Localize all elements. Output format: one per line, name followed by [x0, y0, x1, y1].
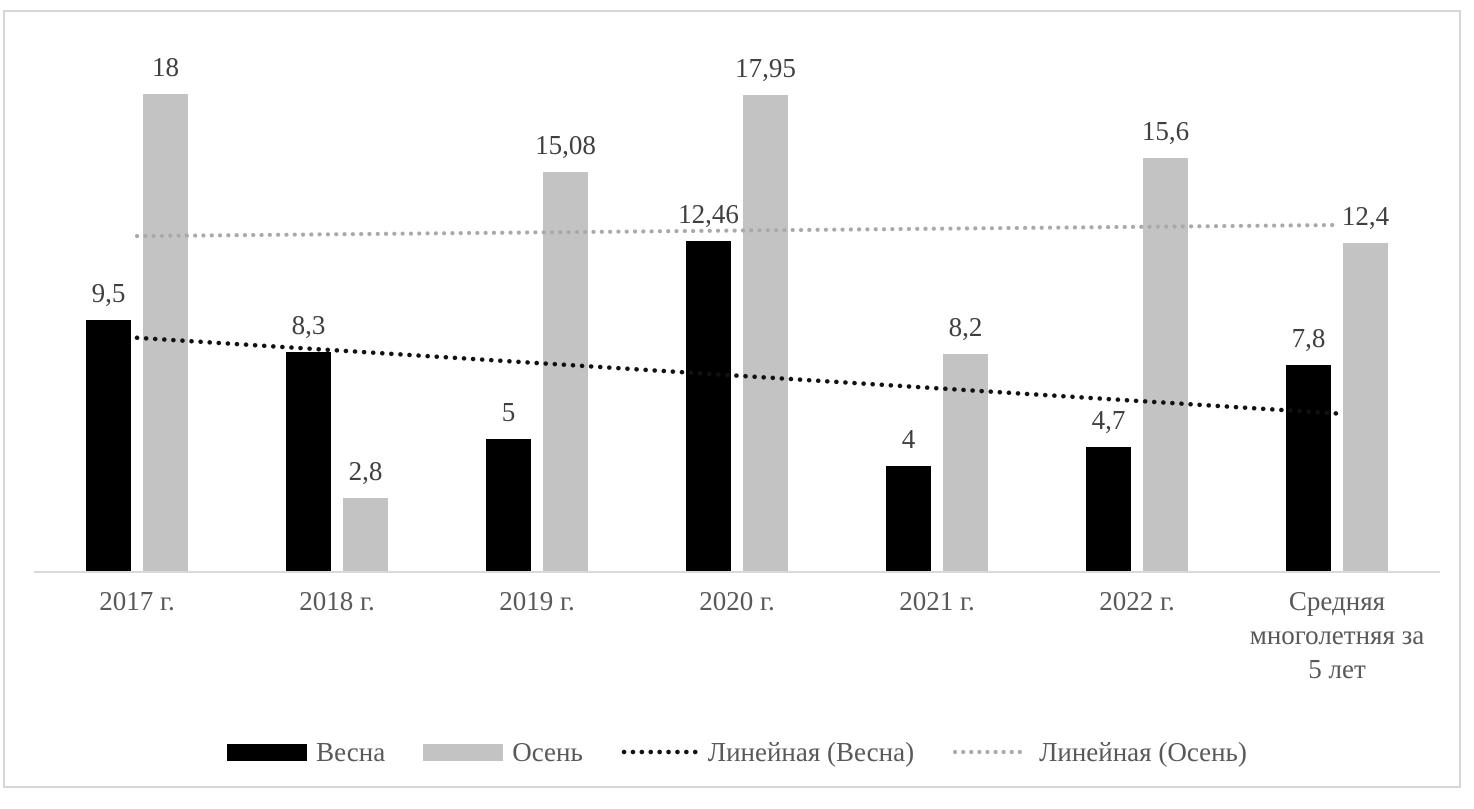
bar-vesna-3	[686, 241, 731, 572]
value-label-vesna-5: 4,7	[1091, 405, 1126, 436]
value-label-vesna-4: 4	[901, 423, 916, 454]
legend-item-linear-osen: Линейная (Осень)	[952, 737, 1247, 768]
value-label-osen-1: 2,8	[348, 455, 383, 486]
bar-vesna-1	[286, 351, 331, 572]
value-label-osen-3: 17,95	[735, 53, 796, 84]
x-axis-label-4: 2021 г.	[899, 586, 975, 616]
x-axis-line	[34, 571, 1440, 573]
legend-swatch-osen	[423, 743, 504, 761]
bar-vesna-4	[886, 465, 931, 572]
legend-label-linear-osen: Линейная (Осень)	[1039, 736, 1247, 767]
bar-osen-6	[1343, 242, 1388, 572]
legend-item-linear-vesna: Линейная (Весна)	[621, 737, 914, 768]
value-label-osen-6: 12,4	[1341, 200, 1390, 231]
value-label-vesna-6: 7,8	[1291, 322, 1326, 353]
bar-osen-0	[143, 94, 188, 572]
value-label-vesna-3: 12,46	[678, 199, 739, 230]
x-axis-label-3: 2020 г.	[699, 586, 775, 616]
value-label-vesna-2: 5	[501, 397, 516, 428]
legend-label-vesna: Весна	[316, 736, 386, 767]
trendline-vesna	[134, 335, 1340, 416]
value-label-osen-4: 8,2	[948, 312, 983, 343]
legend-dotted-line-osen	[953, 750, 1030, 754]
value-label-osen-0: 18	[152, 52, 179, 83]
bar-vesna-6	[1286, 364, 1331, 572]
x-axis-label-6: Средняя многолетняя за 5 лет	[1249, 586, 1425, 684]
legend-label-linear-vesna: Линейная (Весна)	[707, 736, 915, 767]
bar-osen-1	[343, 497, 388, 572]
legend-dotted-line-vesna	[621, 749, 699, 755]
bar-osen-2	[543, 171, 588, 572]
value-label-osen-5: 15,6	[1141, 115, 1190, 146]
value-label-vesna-0: 9,5	[91, 277, 126, 308]
bar-vesna-5	[1086, 447, 1131, 572]
bar-osen-3	[743, 95, 788, 572]
x-axis-label-5: 2022 г.	[1099, 586, 1175, 616]
x-axis-label-0: 2017 г.	[99, 586, 175, 616]
value-label-vesna-1: 8,3	[291, 309, 326, 340]
x-axis-label-2: 2019 г.	[499, 586, 575, 616]
trendline-osen	[135, 223, 1339, 239]
bar-vesna-2	[486, 439, 531, 572]
legend-item-vesna: Весна	[227, 737, 385, 768]
legend-label-osen: Осень	[512, 736, 583, 767]
x-axis-label-1: 2018 г.	[299, 586, 375, 616]
legend: Весна Осень Линейная (Весна) Линейная (О…	[0, 726, 1474, 778]
bar-vesna-0	[86, 319, 131, 572]
legend-item-osen: Осень	[423, 737, 583, 768]
legend-swatch-vesna	[227, 743, 308, 761]
value-label-osen-2: 15,08	[535, 129, 596, 160]
